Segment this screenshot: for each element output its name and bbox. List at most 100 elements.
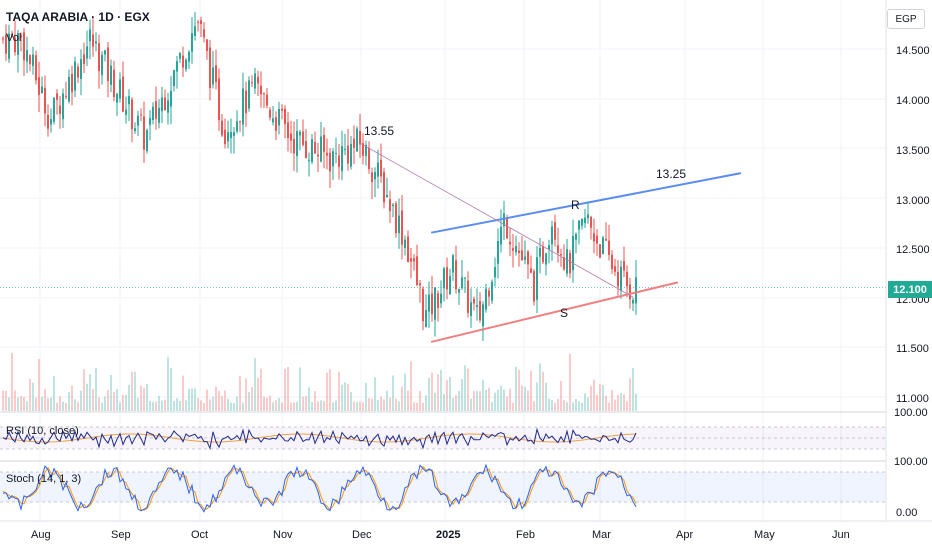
volume-bar [305, 396, 307, 411]
volume-bar [584, 393, 586, 411]
candle-body [476, 305, 478, 308]
candle-body [32, 54, 34, 66]
candle-body [275, 117, 277, 131]
candle-body [563, 257, 565, 270]
candle-body [389, 199, 391, 212]
candle-body [449, 276, 451, 295]
candle-body [272, 118, 274, 123]
time-axis-label: Aug [31, 529, 51, 541]
candle-body [5, 34, 7, 54]
volume-bar [263, 396, 265, 411]
candle-body [509, 241, 511, 245]
volume-label[interactable]: Vol [6, 32, 22, 44]
volume-bar [242, 402, 244, 411]
volume-bar [380, 396, 382, 411]
candle-body [68, 76, 70, 102]
candle-body [446, 267, 448, 290]
volume-bar [353, 401, 355, 411]
volume-bar [431, 372, 433, 411]
candle-body [101, 54, 103, 76]
candle-body [536, 257, 538, 300]
candle-body [440, 293, 442, 304]
volume-bar [197, 397, 199, 411]
symbol-title[interactable]: TAQA ARABIA · 1D · EGX [6, 10, 150, 24]
volume-bar [479, 391, 481, 411]
volume-bar [314, 391, 316, 411]
candle-body [50, 119, 52, 125]
candle-body [227, 132, 229, 142]
candle-body [326, 152, 328, 156]
candle-body [323, 134, 325, 152]
target-price-annotation: 13.25 [656, 167, 687, 181]
volume-bar [326, 372, 328, 411]
candle-body [614, 266, 616, 272]
candle-body [455, 260, 457, 290]
candle-body [206, 39, 208, 51]
candle-body [185, 59, 187, 70]
time-axis-label: Feb [516, 529, 535, 541]
volume-bar [551, 400, 553, 411]
candle-body [413, 258, 415, 262]
volume-bar [167, 356, 169, 411]
volume-bar [185, 400, 187, 411]
candle-body [209, 47, 211, 89]
candle-body [152, 106, 154, 121]
volume-bar [239, 376, 241, 411]
volume-bar [455, 395, 457, 411]
volume-bar [230, 402, 232, 411]
candle-body [548, 245, 550, 250]
currency-button[interactable]: EGP [887, 9, 925, 29]
candle-body [80, 59, 82, 79]
candle-body [482, 304, 484, 327]
candle-body [119, 79, 121, 99]
candle-body [386, 194, 388, 198]
volume-bar [443, 394, 445, 411]
stochastic-indicator [0, 463, 886, 513]
time-axis-label: Apr [676, 529, 694, 541]
volume-bar [515, 366, 517, 411]
rsi-line [2, 427, 637, 450]
volume-bar [80, 390, 82, 411]
time-axis-label: Sep [111, 529, 131, 541]
volume-bar [608, 402, 610, 411]
volume-bar [533, 401, 535, 411]
candle-body [338, 155, 340, 167]
volume-bar [542, 371, 544, 411]
candle-body [218, 78, 220, 121]
rsi-title[interactable]: RSI (10, close) [6, 425, 79, 437]
volume-bar [281, 402, 283, 411]
candle-body [383, 171, 385, 203]
candle-body [197, 21, 199, 23]
volume-bar [35, 397, 37, 411]
volume-bar [344, 382, 346, 411]
candle-body [473, 298, 475, 304]
volume-bar [170, 367, 172, 411]
candle-body [188, 51, 190, 62]
candle-body [527, 251, 529, 265]
candle-body [392, 204, 394, 206]
volume-bar [152, 402, 154, 411]
last-price-tag: 12.100 [888, 281, 932, 298]
candle-body [65, 95, 67, 97]
volume-bar [356, 401, 358, 411]
candle-body [230, 132, 232, 138]
candle-body [248, 80, 250, 109]
candle-body [329, 152, 331, 172]
candle-body [332, 151, 334, 167]
volume-bar [626, 401, 628, 411]
volume-bar [572, 402, 574, 411]
volume-bar [254, 358, 256, 411]
stoch-title[interactable]: Stoch (14, 1, 3) [6, 473, 82, 485]
volume-bar [323, 401, 325, 411]
volume-bar [581, 402, 583, 411]
volume-bar [410, 361, 412, 411]
volume-bar [218, 391, 220, 411]
candle-body [371, 172, 373, 183]
volume-bars [2, 352, 637, 411]
support-trendline [430, 281, 679, 343]
volume-bar [428, 378, 430, 411]
volume-bar [611, 390, 613, 411]
volume-bar [518, 370, 520, 411]
volume-bar [485, 390, 487, 411]
